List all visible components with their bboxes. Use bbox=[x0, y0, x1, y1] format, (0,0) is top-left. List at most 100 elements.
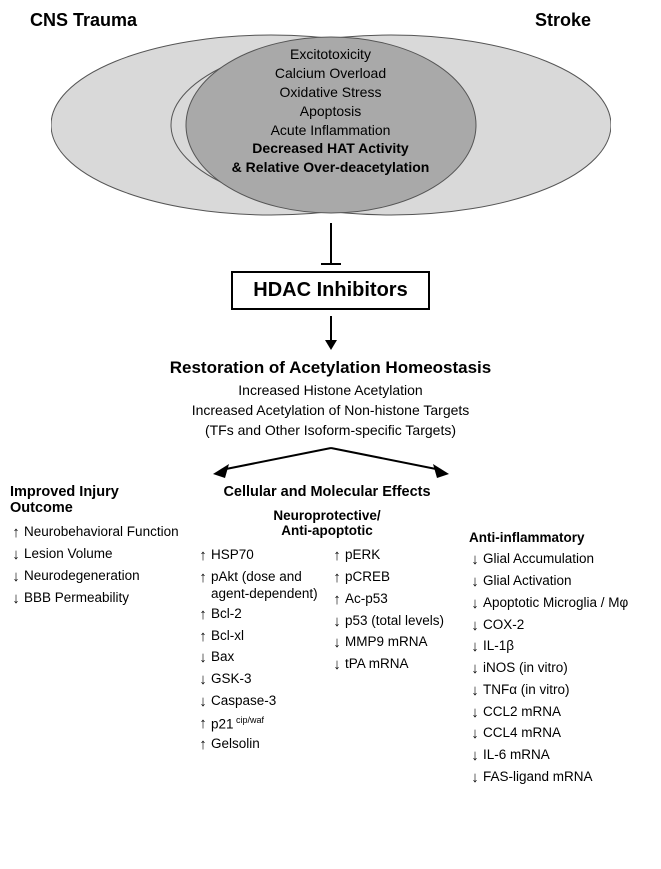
item-label: Bcl-xl bbox=[209, 628, 323, 645]
item-label: GSK-3 bbox=[209, 671, 323, 688]
item-label: iNOS (in vitro) bbox=[481, 660, 639, 677]
item-label: Neurobehavioral Function bbox=[22, 524, 185, 541]
list-item: ↓Neurodegeneration bbox=[10, 568, 185, 587]
list-item: ↓MMP9 mRNA bbox=[331, 634, 457, 653]
list-item: ↑pERK bbox=[331, 547, 457, 566]
item-label: Lesion Volume bbox=[22, 546, 185, 563]
down-arrow-icon: ↓ bbox=[469, 769, 481, 788]
up-arrow-icon: ↑ bbox=[197, 569, 209, 588]
item-label: tPA mRNA bbox=[343, 656, 457, 673]
anti-list: ↓Glial Accumulation↓Glial Activation↓Apo… bbox=[469, 551, 639, 787]
list-item: ↓tPA mRNA bbox=[331, 656, 457, 675]
neuro-title: Neuroprotective/Anti-apoptotic bbox=[197, 508, 457, 538]
list-item: ↓p53 (total levels) bbox=[331, 613, 457, 632]
restoration-line1: Increased Histone Acetylation bbox=[10, 382, 651, 398]
list-item: ↑Gelsolin bbox=[197, 736, 323, 755]
arrow-down-icon bbox=[10, 314, 651, 352]
venn-text: Excitotoxicity Calcium Overload Oxidativ… bbox=[51, 45, 611, 177]
down-arrow-icon: ↓ bbox=[469, 573, 481, 592]
list-item: ↑Neurobehavioral Function bbox=[10, 524, 185, 543]
list-item: ↑Bcl-xl bbox=[197, 628, 323, 647]
item-label: COX-2 bbox=[481, 617, 639, 634]
neuro-grid: ↑HSP70↑pAkt (dose and agent-dependent)↑B… bbox=[197, 544, 457, 758]
down-arrow-icon: ↓ bbox=[331, 613, 343, 632]
item-label: Bcl-2 bbox=[209, 606, 323, 623]
item-label: CCL4 mRNA bbox=[481, 725, 639, 742]
down-arrow-icon: ↓ bbox=[10, 568, 22, 587]
down-arrow-icon: ↓ bbox=[197, 649, 209, 668]
item-label: IL-6 mRNA bbox=[481, 747, 639, 764]
col-anti: Anti-inflammatory ↓Glial Accumulation↓Gl… bbox=[469, 480, 639, 790]
outcome-list: ↑Neurobehavioral Function↓Lesion Volume↓… bbox=[10, 524, 185, 608]
list-item: ↓CCL2 mRNA bbox=[469, 704, 639, 723]
neuro-left-list: ↑HSP70↑pAkt (dose and agent-dependent)↑B… bbox=[197, 544, 323, 758]
list-item: ↓FAS-ligand mRNA bbox=[469, 769, 639, 788]
list-item: ↓CCL4 mRNA bbox=[469, 725, 639, 744]
item-label: CCL2 mRNA bbox=[481, 704, 639, 721]
item-label: TNFα (in vitro) bbox=[481, 682, 639, 699]
down-arrow-icon: ↓ bbox=[197, 671, 209, 690]
hdac-box-wrap: HDAC Inhibitors bbox=[10, 271, 651, 310]
anti-title: Anti-inflammatory bbox=[469, 530, 639, 545]
neuro-right-list: ↑pERK↑pCREB↑Ac-p53↓p53 (total levels)↓MM… bbox=[331, 544, 457, 758]
item-label: Gelsolin bbox=[209, 736, 323, 753]
item-label: Glial Activation bbox=[481, 573, 639, 590]
venn-line: Acute Inflammation bbox=[51, 121, 611, 140]
down-arrow-icon: ↓ bbox=[469, 595, 481, 614]
list-item: ↓TNFα (in vitro) bbox=[469, 682, 639, 701]
item-label: HSP70 bbox=[209, 547, 323, 564]
up-arrow-icon: ↑ bbox=[197, 547, 209, 566]
col-outcome: Improved Injury Outcome ↑Neurobehavioral… bbox=[10, 480, 185, 611]
col-cellular: Cellular and Molecular Effects Neuroprot… bbox=[197, 480, 457, 758]
down-arrow-icon: ↓ bbox=[197, 693, 209, 712]
up-arrow-icon: ↑ bbox=[197, 715, 209, 734]
up-arrow-icon: ↑ bbox=[197, 628, 209, 647]
item-label: p53 (total levels) bbox=[343, 613, 457, 630]
item-label: Apoptotic Microglia / Mφ bbox=[481, 595, 639, 612]
list-item: ↓Bax bbox=[197, 649, 323, 668]
item-label: pERK bbox=[343, 547, 457, 564]
hdac-inhibitors-box: HDAC Inhibitors bbox=[231, 271, 429, 310]
restoration-line2b: (TFs and Other Isoform-specific Targets) bbox=[10, 422, 651, 438]
down-arrow-icon: ↓ bbox=[331, 656, 343, 675]
down-arrow-icon: ↓ bbox=[469, 747, 481, 766]
venn-bold-line: Decreased HAT Activity bbox=[51, 139, 611, 158]
item-label: pAkt (dose and agent-dependent) bbox=[209, 569, 323, 603]
up-arrow-icon: ↑ bbox=[197, 606, 209, 625]
item-label: Ac-p53 bbox=[343, 591, 457, 608]
item-label: IL-1β bbox=[481, 638, 639, 655]
down-arrow-icon: ↓ bbox=[469, 660, 481, 679]
list-item: ↓iNOS (in vitro) bbox=[469, 660, 639, 679]
list-item: ↓Apoptotic Microglia / Mφ bbox=[469, 595, 639, 614]
item-label: FAS-ligand mRNA bbox=[481, 769, 639, 786]
list-item: ↑Bcl-2 bbox=[197, 606, 323, 625]
list-item: ↓COX-2 bbox=[469, 617, 639, 636]
outcome-title: Improved Injury Outcome bbox=[10, 484, 185, 516]
bottom-columns: Improved Injury Outcome ↑Neurobehavioral… bbox=[10, 480, 651, 790]
up-arrow-icon: ↑ bbox=[331, 547, 343, 566]
down-arrow-icon: ↓ bbox=[469, 638, 481, 657]
list-item: ↑pAkt (dose and agent-dependent) bbox=[197, 569, 323, 603]
list-item: ↓IL-1β bbox=[469, 638, 639, 657]
down-arrow-icon: ↓ bbox=[469, 551, 481, 570]
down-arrow-icon: ↓ bbox=[469, 617, 481, 636]
list-item: ↓Caspase-3 bbox=[197, 693, 323, 712]
down-arrow-icon: ↓ bbox=[469, 704, 481, 723]
down-arrow-icon: ↓ bbox=[331, 634, 343, 653]
venn-bold-line: & Relative Over-deacetylation bbox=[51, 158, 611, 177]
up-arrow-icon: ↑ bbox=[10, 524, 22, 543]
item-label: Bax bbox=[209, 649, 323, 666]
item-label: Glial Accumulation bbox=[481, 551, 639, 568]
list-item: ↓BBB Permeability bbox=[10, 590, 185, 609]
up-arrow-icon: ↑ bbox=[331, 591, 343, 610]
down-arrow-icon: ↓ bbox=[469, 725, 481, 744]
restoration-line2a: Increased Acetylation of Non-histone Tar… bbox=[10, 402, 651, 418]
down-arrow-icon: ↓ bbox=[469, 682, 481, 701]
down-arrow-icon: ↓ bbox=[10, 590, 22, 609]
list-item: ↓Glial Activation bbox=[469, 573, 639, 592]
item-label: MMP9 mRNA bbox=[343, 634, 457, 651]
split-arrows bbox=[181, 444, 481, 478]
venn-line: Excitotoxicity bbox=[51, 45, 611, 64]
down-arrow-icon: ↓ bbox=[10, 546, 22, 565]
restoration-title: Restoration of Acetylation Homeostasis bbox=[10, 358, 651, 378]
